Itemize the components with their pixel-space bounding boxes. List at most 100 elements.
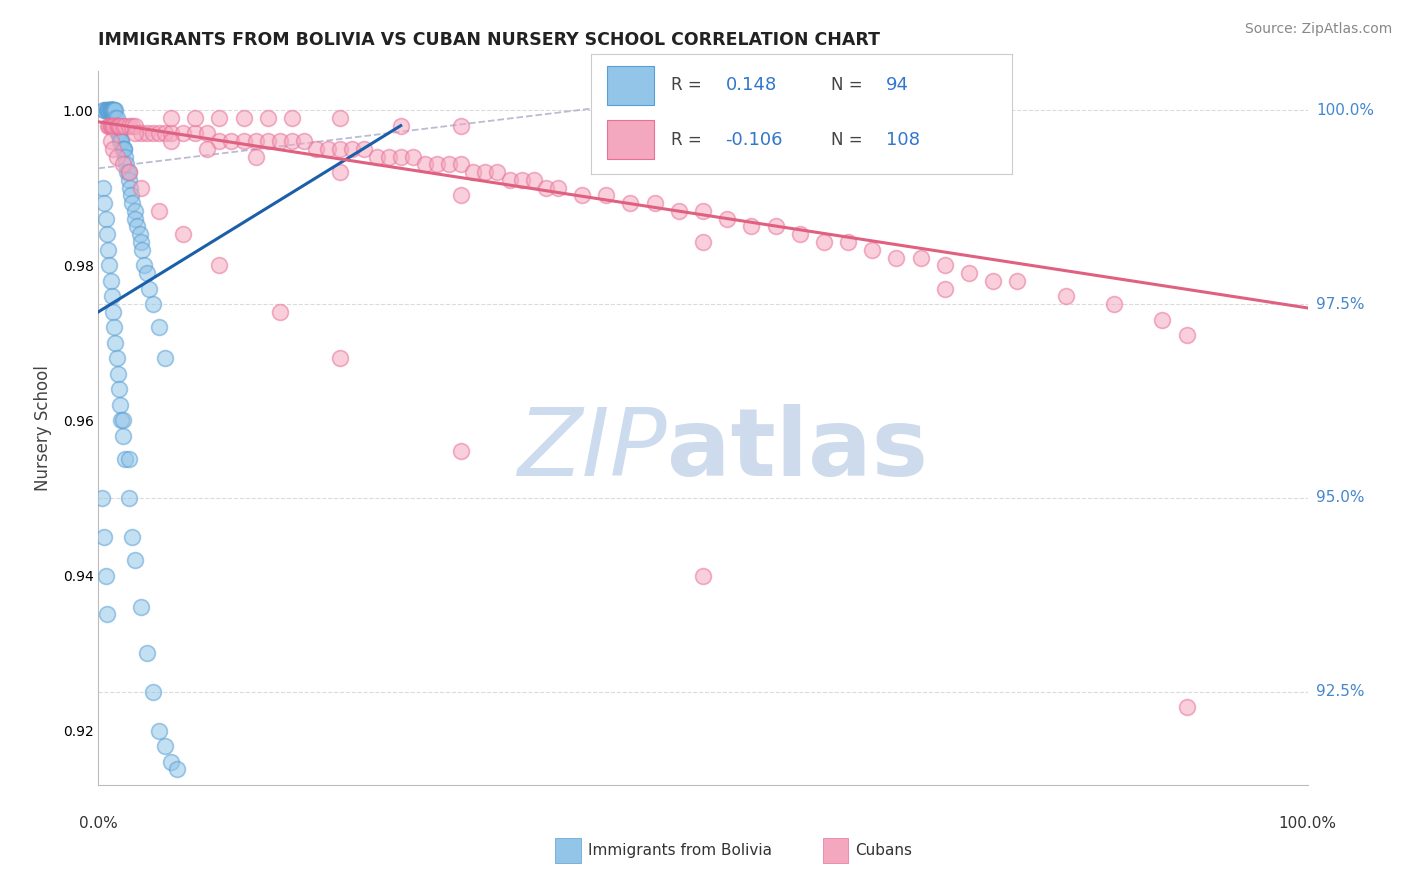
Point — [124, 127, 146, 141]
Point — [100, 103, 122, 117]
Point — [1175, 700, 1198, 714]
Point — [114, 452, 136, 467]
Point — [450, 119, 472, 133]
Point — [124, 553, 146, 567]
Point — [142, 685, 165, 699]
Point — [96, 607, 118, 622]
Text: 100.0%: 100.0% — [1316, 103, 1374, 118]
Point — [96, 227, 118, 242]
Point — [108, 127, 131, 141]
Point — [103, 320, 125, 334]
Point — [172, 127, 194, 141]
Point — [957, 266, 980, 280]
Point — [256, 111, 278, 125]
Point — [108, 134, 131, 148]
Point — [195, 127, 218, 141]
Point — [208, 258, 231, 272]
Text: IMMIGRANTS FROM BOLIVIA VS CUBAN NURSERY SCHOOL CORRELATION CHART: IMMIGRANTS FROM BOLIVIA VS CUBAN NURSERY… — [98, 31, 880, 49]
Point — [103, 103, 125, 117]
Point — [98, 103, 121, 117]
Point — [498, 173, 520, 187]
Point — [837, 235, 859, 249]
Point — [107, 367, 129, 381]
Point — [269, 134, 291, 148]
Point — [305, 142, 328, 156]
Point — [117, 165, 139, 179]
Point — [153, 351, 176, 366]
Point — [910, 251, 932, 265]
Point — [342, 142, 364, 156]
Point — [93, 530, 115, 544]
Point — [153, 739, 176, 754]
Point — [93, 103, 115, 117]
Text: 0.0%: 0.0% — [79, 816, 118, 831]
Point — [98, 103, 121, 117]
Text: 97.5%: 97.5% — [1316, 296, 1364, 311]
Point — [135, 127, 157, 141]
Point — [232, 134, 254, 148]
Point — [127, 219, 149, 234]
Point — [437, 157, 460, 171]
Point — [389, 119, 412, 133]
Point — [366, 150, 388, 164]
Point — [100, 274, 122, 288]
Point — [110, 413, 132, 427]
Point — [208, 111, 231, 125]
Text: 100.0%: 100.0% — [1278, 816, 1337, 831]
Text: N =: N = — [831, 77, 868, 95]
Point — [131, 243, 153, 257]
Point — [668, 204, 690, 219]
Text: R =: R = — [671, 77, 707, 95]
Point — [281, 134, 304, 148]
Point — [195, 142, 218, 156]
Point — [595, 188, 617, 202]
Point — [474, 165, 496, 179]
Point — [118, 491, 141, 505]
Point — [100, 103, 122, 117]
Point — [91, 180, 114, 194]
Point — [93, 196, 115, 211]
Point — [124, 211, 146, 226]
Point — [160, 755, 183, 769]
Point — [329, 165, 352, 179]
Point — [112, 142, 135, 156]
Point — [94, 568, 117, 582]
Point — [120, 188, 142, 202]
Point — [97, 103, 120, 117]
Point — [184, 127, 207, 141]
Point — [1054, 289, 1077, 303]
Point — [765, 219, 787, 234]
Point — [886, 251, 908, 265]
Text: Immigrants from Bolivia: Immigrants from Bolivia — [588, 844, 772, 858]
Point — [107, 119, 129, 133]
Point — [135, 266, 157, 280]
Point — [184, 111, 207, 125]
Point — [108, 383, 131, 397]
Point — [377, 150, 399, 164]
Point — [105, 119, 128, 133]
Point — [105, 111, 128, 125]
Point — [108, 398, 131, 412]
Point — [486, 165, 509, 179]
Point — [108, 127, 131, 141]
Point — [523, 173, 546, 187]
Point — [148, 127, 170, 141]
Text: 92.5%: 92.5% — [1316, 684, 1364, 699]
Point — [100, 103, 122, 117]
Point — [98, 258, 121, 272]
Point — [135, 646, 157, 660]
Point — [118, 165, 141, 179]
Point — [813, 235, 835, 249]
Point — [101, 119, 124, 133]
Point — [107, 127, 129, 141]
Point — [1152, 312, 1174, 326]
Text: 95.0%: 95.0% — [1316, 491, 1364, 506]
Point — [100, 119, 122, 133]
Y-axis label: Nursery School: Nursery School — [34, 365, 52, 491]
Point — [124, 119, 146, 133]
Point — [129, 599, 152, 614]
Point — [208, 134, 231, 148]
Point — [96, 103, 118, 117]
Point — [245, 134, 267, 148]
Point — [121, 196, 143, 211]
